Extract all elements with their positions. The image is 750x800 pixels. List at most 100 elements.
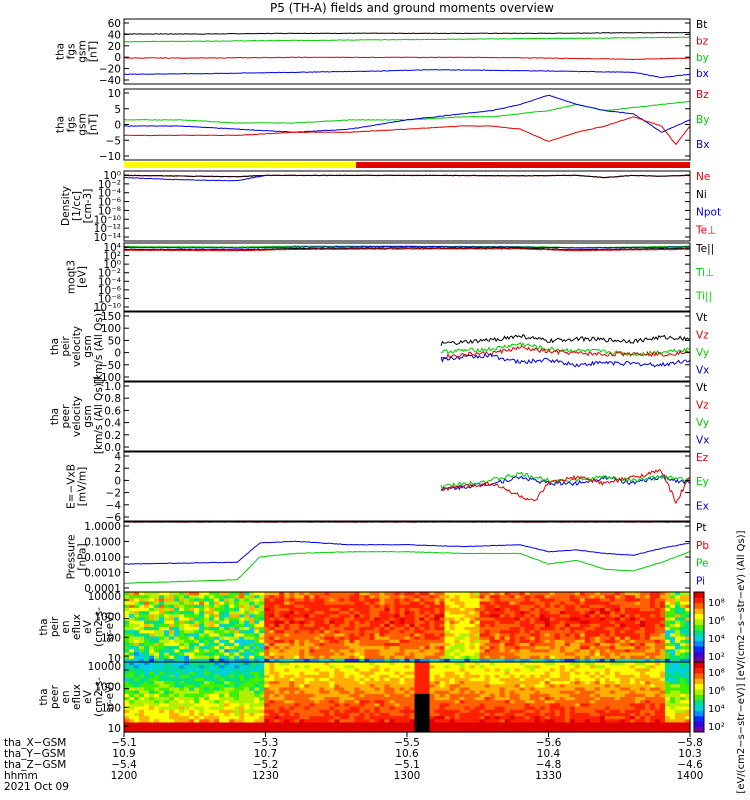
spectrogram-cell xyxy=(199,639,205,644)
spectrogram-cell xyxy=(674,636,681,641)
spectrogram-cell xyxy=(134,706,140,711)
spectrogram-cell xyxy=(579,706,586,711)
spectrogram-cell xyxy=(234,623,240,628)
spectrogram-cell xyxy=(619,677,626,682)
spectrogram-cell xyxy=(134,592,140,596)
spectrogram-cell xyxy=(219,681,225,685)
spectrogram-cell xyxy=(389,601,396,606)
spectrogram-cell xyxy=(289,722,295,727)
spectrogram-cell xyxy=(159,649,165,654)
spectrogram-cell xyxy=(379,601,386,606)
spectrogram-cell xyxy=(549,674,556,679)
spectrogram-cell xyxy=(294,623,300,628)
spectrogram-cell xyxy=(654,655,661,660)
spectrogram-cell xyxy=(479,716,486,720)
spectrogram-cell xyxy=(504,595,511,599)
spectrogram-cell xyxy=(469,595,476,599)
spectrogram-cell xyxy=(579,671,586,676)
spectrogram-cell xyxy=(484,627,491,631)
spectrogram-cell xyxy=(529,620,536,625)
spectrogram-cell xyxy=(599,655,606,660)
spectrogram-cell xyxy=(469,620,476,625)
spectrogram-cell xyxy=(194,617,200,622)
spectrogram-cell xyxy=(574,716,581,720)
spectrogram-cell xyxy=(664,623,671,628)
spectrogram-cell xyxy=(344,592,350,596)
spectrogram-cell xyxy=(259,719,265,724)
spectrogram-cell xyxy=(539,671,546,676)
spectrogram-cell xyxy=(599,671,606,676)
spectrogram-cell xyxy=(544,690,551,695)
spectrogram-cell xyxy=(184,614,190,619)
spectrogram-cell xyxy=(439,703,446,708)
spectrogram-cell xyxy=(129,693,135,698)
y-tick-label: 10⁰ xyxy=(103,259,121,271)
spectrogram-cell xyxy=(374,598,381,603)
spectrogram-cell xyxy=(439,617,446,622)
spectrogram-cell xyxy=(199,633,205,638)
spectrogram-cell xyxy=(604,709,611,714)
spectrogram-cell xyxy=(439,598,446,603)
y-tick-label: 0.6 xyxy=(104,405,121,417)
spectrogram-cell xyxy=(644,627,651,631)
spectrogram-cell xyxy=(219,712,225,717)
spectrogram-cell xyxy=(424,677,431,682)
spectrogram-cell xyxy=(199,709,205,714)
spectrogram-cell xyxy=(614,614,621,619)
spectrogram-cell xyxy=(289,607,295,612)
spectrogram-cell xyxy=(204,709,210,714)
spectrogram-cell xyxy=(504,722,511,727)
spectrogram-cell xyxy=(354,636,361,641)
spectrogram-cell xyxy=(554,722,561,727)
spectrogram-cell xyxy=(164,668,170,673)
spectrogram-cell xyxy=(279,700,285,704)
spectrogram-cell xyxy=(239,652,245,657)
spectrogram-cell xyxy=(454,719,461,724)
spectrogram-cell xyxy=(519,687,526,692)
spectrogram-cell xyxy=(494,671,501,676)
spectrogram-cell xyxy=(364,595,371,599)
spectrogram-cell xyxy=(159,655,165,660)
spectrogram-cell xyxy=(349,677,356,682)
spectrogram-cell xyxy=(559,611,566,615)
y-tick-label: −20 xyxy=(99,64,121,76)
spectrogram-cell xyxy=(479,623,486,628)
spectrogram-cell xyxy=(479,674,486,679)
spectrogram-cell xyxy=(579,700,586,704)
spectrogram-cell xyxy=(619,681,626,685)
spectrogram-cell xyxy=(479,601,486,606)
spectrogram-cell xyxy=(299,598,305,603)
spectrogram-cell xyxy=(584,687,591,692)
spectrogram-cell xyxy=(454,642,461,647)
spectrogram-cell xyxy=(404,646,411,650)
spectrogram-cell xyxy=(529,655,536,660)
spectrogram-cell xyxy=(194,636,200,641)
spectrogram-cell xyxy=(329,598,335,603)
spectrogram-cell xyxy=(134,687,140,692)
spectrogram-cell xyxy=(494,677,501,682)
spectrogram-cell xyxy=(569,617,576,622)
spectrogram-cell xyxy=(549,709,556,714)
spectrogram-cell xyxy=(304,725,310,730)
spectrogram-cell xyxy=(449,728,456,733)
spectrogram-cell xyxy=(429,642,436,647)
spectrogram-cell xyxy=(199,719,205,724)
spectrogram-cell xyxy=(144,623,150,628)
spectrogram-cell xyxy=(484,595,491,599)
spectrogram-cell xyxy=(564,642,571,647)
spectrogram-cell xyxy=(234,601,240,606)
spectrogram-cell xyxy=(409,662,416,666)
spectrogram-cell xyxy=(344,658,350,663)
spectrogram-cell xyxy=(134,665,140,669)
spectrogram-cell xyxy=(509,620,516,625)
spectrogram-cell xyxy=(564,658,571,663)
spectrogram-cell xyxy=(364,677,371,682)
spectrogram-cell xyxy=(369,725,376,730)
y-tick-label: 50 xyxy=(108,335,121,347)
series-line-bx xyxy=(124,69,691,79)
spectrogram-cell xyxy=(249,658,255,663)
spectrogram-cell xyxy=(614,592,621,596)
spectrogram-cell xyxy=(344,687,350,692)
y-axis-label-line: [eV] xyxy=(77,266,89,288)
spectrogram-cell xyxy=(319,658,325,663)
